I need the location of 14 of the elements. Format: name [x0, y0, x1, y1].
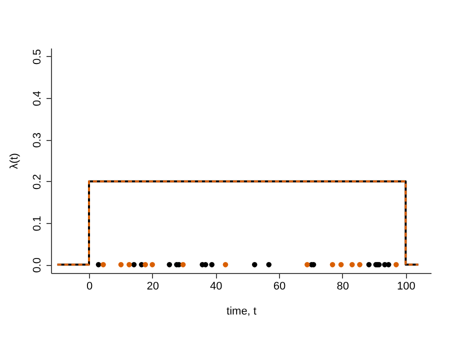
- y-tick-label: 0.4: [32, 90, 44, 106]
- x-tick-label: 0: [86, 280, 93, 292]
- x-tick-label: 20: [146, 280, 159, 292]
- y-tick-label: 0.5: [32, 49, 44, 64]
- y-tick-label: 0.1: [32, 216, 44, 232]
- x-tick-label: 40: [210, 280, 222, 292]
- x-tick-label: 100: [396, 280, 416, 292]
- x-axis-title: time, t: [226, 306, 256, 318]
- x-tick-label: 60: [273, 280, 286, 292]
- y-tick-label: 0.0: [32, 258, 44, 273]
- y-tick-label: 0.3: [32, 132, 44, 148]
- y-tick-label: 0.2: [32, 174, 44, 190]
- y-axis-title: λ(t): [8, 153, 20, 169]
- x-tick-label: 80: [336, 280, 349, 292]
